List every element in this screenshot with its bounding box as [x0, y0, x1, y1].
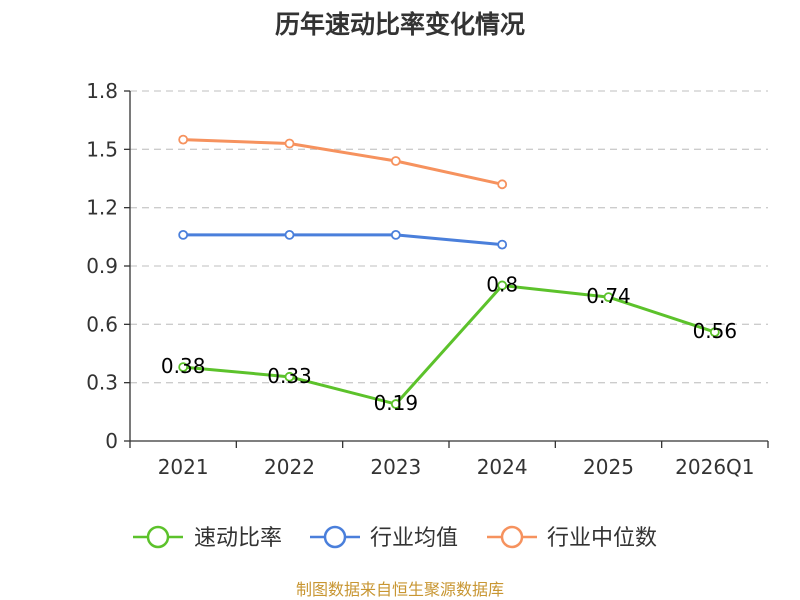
x-tick-label: 2026Q1: [675, 455, 754, 479]
series-group: 0.38 0.33 0.19 0.8 0.74 0.56: [161, 134, 738, 415]
data-point: [284, 229, 295, 240]
data-point: [178, 362, 189, 373]
legend-marker-icon: [146, 525, 170, 549]
data-point: [497, 280, 508, 291]
data-label: 0.19: [374, 391, 419, 415]
x-tick-label: 2021: [158, 455, 209, 479]
data-point: [390, 156, 401, 166]
data-point: [178, 229, 189, 240]
y-tick-label: 0.9: [86, 254, 118, 278]
x-tick-label: 2023: [370, 455, 421, 479]
data-point: [709, 327, 720, 338]
legend[interactable]: 速动比率 行业均值 行业中位数: [133, 525, 657, 551]
data-point: [497, 239, 508, 250]
data-point: [284, 371, 295, 382]
axes: 0 0.3 0.6 0.9 1.2 1.5 1.8 2021 2022 2023 2024 2025 2…: [86, 79, 769, 479]
data-label: 0.74: [586, 284, 631, 308]
grid-lines: [130, 90, 768, 384]
data-point: [603, 292, 614, 303]
legend-label: 行业均值: [370, 526, 458, 551]
data-point: [390, 229, 401, 240]
data-point: [497, 179, 508, 190]
y-tick-label: 0.6: [86, 312, 118, 336]
data-point: [284, 138, 295, 149]
legend-label: 行业中位数: [547, 526, 657, 551]
x-tick-label: 2022: [264, 455, 315, 479]
legend-item-2[interactable]: 行业中位数: [487, 525, 657, 551]
x-tick-label: 2024: [477, 455, 528, 479]
data-label: 0.38: [161, 354, 206, 378]
legend-item-0[interactable]: 速动比率: [133, 525, 282, 551]
legend-marker-icon: [323, 525, 347, 549]
x-tick-label: 2025: [583, 455, 634, 479]
y-tick-label: 1.8: [86, 79, 118, 103]
legend-label: 速动比率: [194, 526, 282, 551]
source-note: 制图数据来自恒生聚源数据库: [296, 580, 504, 599]
y-tick-label: 1.5: [86, 137, 118, 161]
data-point: [390, 399, 401, 409]
data-label: 0.56: [693, 319, 738, 343]
legend-marker-icon: [500, 525, 524, 549]
data-label: 0.33: [267, 364, 312, 388]
data-label: 0.8: [486, 272, 518, 296]
series-line-2: [183, 138, 503, 186]
series-line-0: [183, 283, 716, 406]
y-tick-label: 1.2: [86, 196, 118, 220]
legend-item-1[interactable]: 行业均值: [310, 525, 458, 551]
series-line-1: [183, 233, 503, 247]
chart-title: 历年速动比率变化情况: [275, 10, 525, 39]
y-tick-label: 0: [105, 429, 118, 453]
data-point: [178, 134, 189, 145]
y-tick-label: 0.3: [86, 371, 118, 395]
